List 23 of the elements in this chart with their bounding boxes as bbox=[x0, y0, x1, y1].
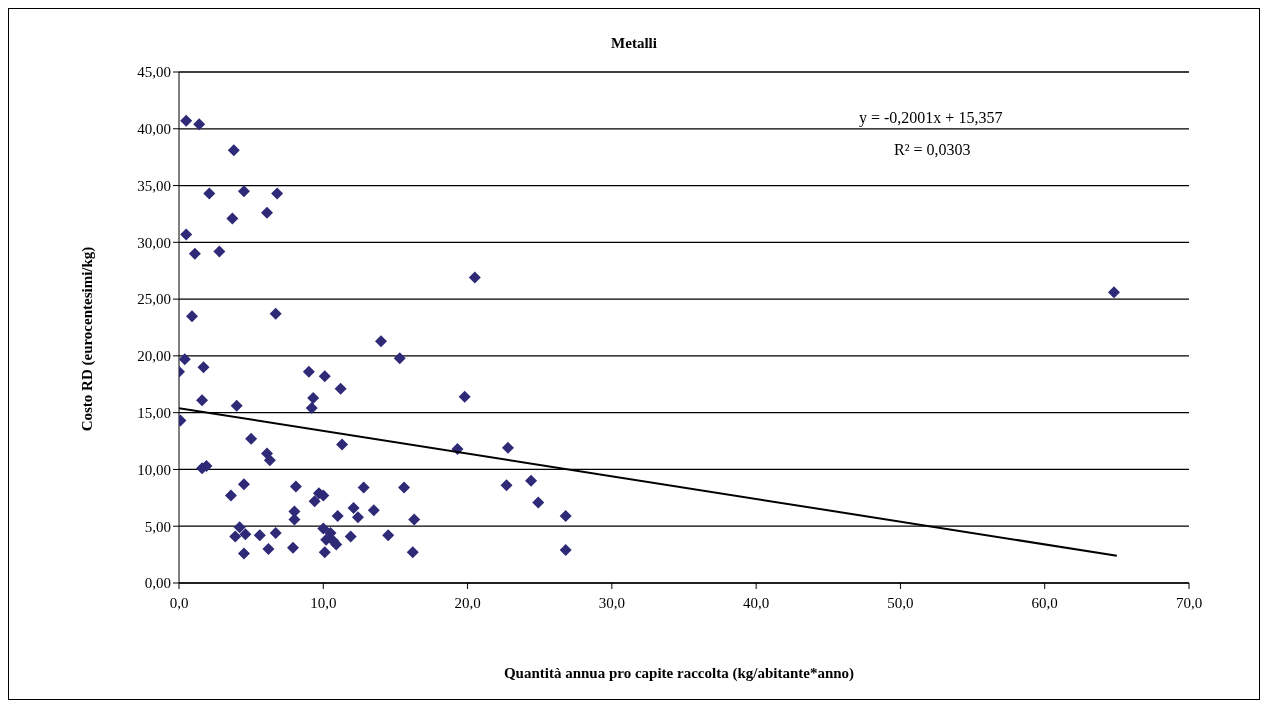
y-tick-label: 35,00 bbox=[137, 177, 171, 194]
y-axis-title: Costo RD (eurocentesimi/kg) bbox=[78, 246, 96, 432]
y-tick-label: 40,00 bbox=[137, 121, 171, 138]
y-tick-label: 10,00 bbox=[137, 461, 171, 478]
x-tick-label: 20,0 bbox=[454, 594, 481, 611]
x-tick-label: 10,0 bbox=[310, 594, 337, 611]
x-axis-title: Quantità annua pro capite raccolta (kg/abitante*anno) bbox=[502, 665, 856, 682]
annotation: R² = 0,0303 bbox=[894, 141, 971, 159]
x-tick-label: 70,0 bbox=[1175, 594, 1203, 611]
y-tick-label: 25,00 bbox=[137, 291, 171, 308]
y-tick-label: 15,00 bbox=[137, 404, 171, 421]
y-tick-label: 0,00 bbox=[144, 575, 171, 592]
x-tick-label: 30,0 bbox=[598, 594, 625, 611]
x-tick-label: 60,0 bbox=[1031, 594, 1058, 611]
y-tick-label: 30,00 bbox=[137, 234, 171, 251]
annotation: y = -0,2001x + 15,357 bbox=[859, 109, 1003, 127]
x-tick-label: 40,0 bbox=[743, 594, 770, 611]
y-tick-label: 20,00 bbox=[137, 348, 171, 365]
y-tick-label: 5,00 bbox=[144, 518, 171, 535]
x-tick-label: 50,0 bbox=[887, 594, 914, 611]
chart-title: Metalli bbox=[610, 35, 658, 52]
y-tick-label: 45,00 bbox=[137, 64, 171, 81]
x-tick-label: 0,0 bbox=[169, 594, 189, 611]
